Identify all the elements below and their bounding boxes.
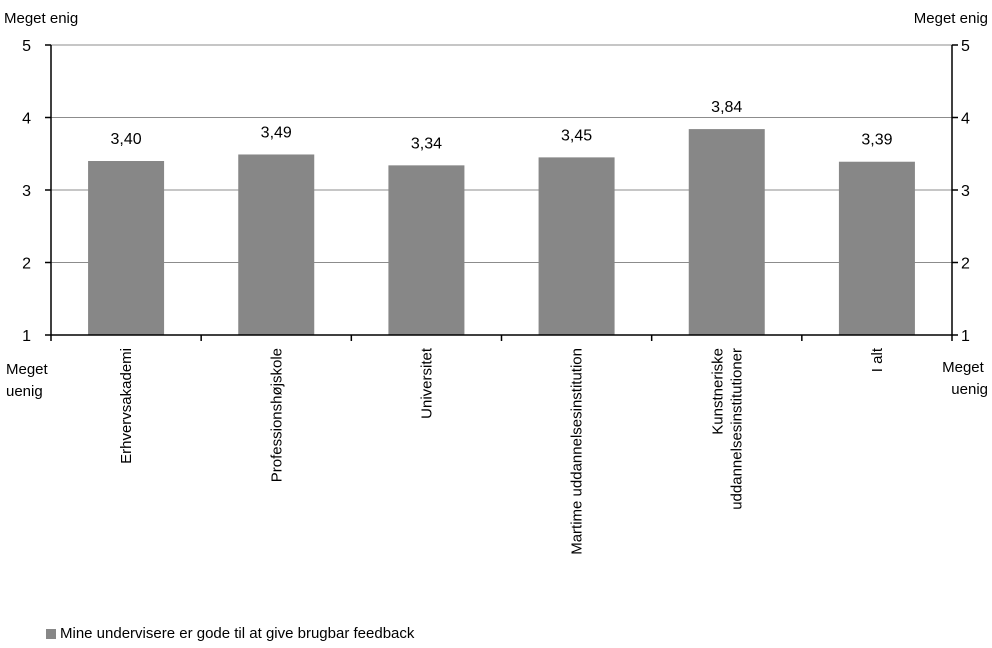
bar <box>688 129 765 335</box>
axis-note-bottom-right: Meget uenig <box>942 359 988 398</box>
category-label: I alt <box>869 347 886 372</box>
y-tick-label-left: 5 <box>22 38 31 55</box>
axis-note-bottom-left-line2: uenig <box>6 383 43 400</box>
category-label: Universitet <box>418 347 435 419</box>
x-axis-category-labels: Erhvervsakademi Professionshøjskole Univer… <box>118 347 886 555</box>
data-label: 3,39 <box>861 132 892 149</box>
bar <box>538 157 615 335</box>
axis-note-bottom-right-line1: Meget <box>942 359 985 376</box>
y-axis-right-ticks: 1 2 3 4 5 <box>952 38 970 345</box>
category-label-line: Kunstneriske <box>709 348 726 435</box>
category-label: Martime uddannelsesinstitution <box>569 348 586 555</box>
category-label-line: Martime uddannelsesinstitution <box>569 348 586 555</box>
data-label: 3,49 <box>261 124 292 141</box>
data-label: 3,34 <box>411 135 442 152</box>
gridlines <box>51 44 952 263</box>
bar <box>388 165 465 335</box>
bars <box>88 129 915 335</box>
y-tick-label-left: 2 <box>22 256 31 273</box>
bar <box>88 161 165 335</box>
category-label: Kunstneriske uddannelsesinstitutioner <box>709 348 745 510</box>
axis-note-bottom-left: Meget uenig <box>6 361 52 400</box>
legend: Mine undervisere er gode til at give bru… <box>46 625 414 642</box>
data-label: 3,84 <box>711 99 742 116</box>
category-label-line: Erhvervsakademi <box>118 348 135 464</box>
bar <box>238 154 315 335</box>
y-tick-label-left: 4 <box>22 111 31 128</box>
y-axis-left-ticks: 1 2 3 4 5 <box>22 38 51 345</box>
category-label-line: Professionshøjskole <box>268 348 285 482</box>
category-label-line: uddannelsesinstitutioner <box>728 348 745 510</box>
data-labels: 3,40 3,49 3,34 3,45 3,84 3,39 <box>111 99 893 152</box>
y-tick-label-right: 2 <box>961 256 970 273</box>
legend-swatch <box>46 628 56 639</box>
y-tick-label-right: 5 <box>961 38 970 55</box>
axis-note-bottom-left-line1: Meget <box>6 361 49 378</box>
bar <box>838 161 915 335</box>
category-label: Professionshøjskole <box>268 348 285 482</box>
y-tick-label-right: 1 <box>961 328 970 345</box>
legend-label: Mine undervisere er gode til at give bru… <box>60 625 415 642</box>
axis-note-top-left: Meget enig <box>4 10 78 27</box>
y-tick-label-right: 4 <box>961 111 970 128</box>
axis-note-top-right: Meget enig <box>914 10 988 27</box>
data-label: 3,45 <box>561 127 592 144</box>
y-tick-label-left: 3 <box>22 183 31 200</box>
axis-note-bottom-right-line2: uenig <box>951 381 988 398</box>
category-label-line: I alt <box>869 347 886 372</box>
y-tick-label-right: 3 <box>961 183 970 200</box>
category-label: Erhvervsakademi <box>118 348 135 464</box>
y-tick-label-left: 1 <box>22 328 31 345</box>
axes <box>50 45 953 341</box>
data-label: 3,40 <box>111 131 142 148</box>
category-label-line: Universitet <box>418 347 435 419</box>
